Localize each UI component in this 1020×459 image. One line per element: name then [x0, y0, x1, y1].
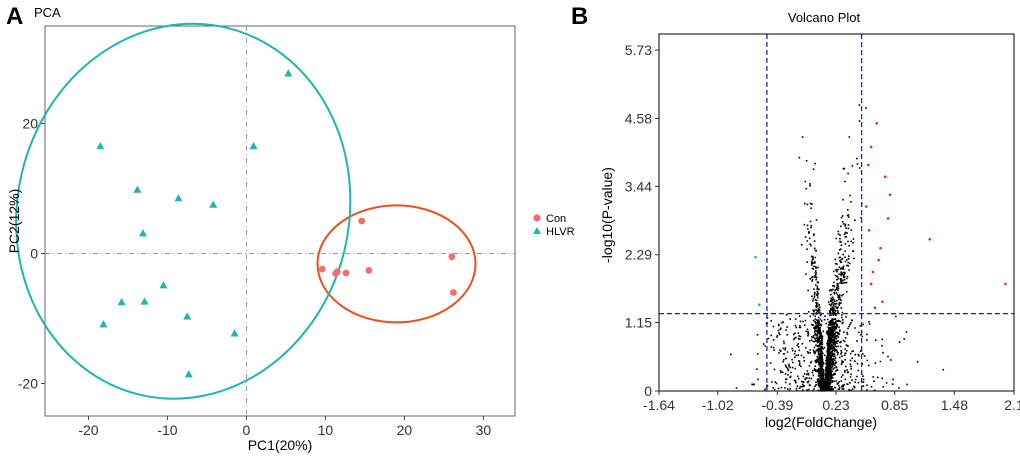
volcano-point-up [883, 175, 887, 179]
pca-y-tick-label: 20 [22, 116, 38, 132]
volcano-point-up [928, 237, 932, 241]
pca-point-hlvr [284, 69, 293, 77]
volcano-x-tick-label: 1.48 [941, 397, 968, 413]
volcano-point-up [871, 270, 875, 274]
volcano-x-axis-label: log2(FoldChange) [765, 414, 877, 430]
volcano-point-up [1004, 282, 1007, 286]
pca-y-tick-label: -20 [18, 376, 38, 392]
pca-point-hlvr [184, 370, 193, 378]
volcano-point-up [888, 193, 892, 196]
pca-points [96, 69, 457, 378]
pca-point-hlvr [140, 297, 149, 305]
volcano-point-up [865, 205, 868, 208]
pca-y-axis-label: PC2(12%) [6, 189, 22, 254]
volcano-y-tick-label: 4.58 [625, 110, 652, 126]
volcano-y-tick-label: 0 [644, 383, 652, 399]
pca-point-con [342, 269, 350, 277]
volcano-y-tick-label: 3.44 [625, 178, 652, 194]
volcano-point-up [886, 217, 890, 220]
pca-x-axis: -20 -10 0 10 20 30 [78, 416, 491, 438]
legend-marker-con [533, 214, 541, 222]
volcano-x-tick-label: -1.64 [643, 397, 675, 413]
volcano-panel-letter: B [571, 3, 588, 30]
legend-label-con: Con [546, 213, 566, 225]
pca-x-axis-label: PC1(20%) [248, 437, 313, 453]
volcano-x-tick-label: 2.1 [1004, 397, 1020, 413]
volcano-threshold-lines [659, 34, 1014, 391]
volcano-y-axis-label: -log10(P-value) [599, 167, 615, 263]
pca-point-hlvr [183, 312, 192, 320]
volcano-title: Volcano Plot [788, 10, 861, 25]
pca-point-con [358, 217, 366, 225]
pca-point-con [318, 265, 326, 273]
pca-point-hlvr [138, 229, 147, 237]
volcano-x-tick-label: 0.85 [881, 397, 908, 413]
volcano-bulk-points [730, 104, 945, 392]
pca-point-hlvr [99, 320, 108, 328]
volcano-x-tick-label: -0.39 [761, 397, 793, 413]
pca-point-hlvr [133, 185, 142, 193]
pca-reference-lines [45, 26, 515, 416]
volcano-y-tick-label: 5.73 [625, 42, 652, 58]
pca-x-tick-label: 10 [318, 422, 334, 438]
pca-point-con [449, 289, 457, 296]
legend-label-hlvr: HLVR [546, 226, 575, 238]
ellipse-hlvr [15, 22, 352, 400]
volcano-point-up [866, 163, 870, 167]
pca-panel-letter: A [6, 3, 23, 30]
volcano-panel: B Volcano Plot -1.64 -1.02 -0.39 0.23 0.85 1.… [571, 3, 1020, 430]
pca-point-hlvr [96, 142, 105, 150]
pca-x-tick-label: 0 [243, 422, 251, 438]
legend-marker-hlvr [533, 227, 541, 234]
volcano-point-up [867, 229, 871, 232]
pca-point-hlvr [209, 200, 218, 208]
pca-plot-frame [44, 25, 516, 417]
pca-ellipses [15, 22, 477, 400]
volcano-point-up [879, 246, 882, 250]
pca-x-tick-label: 30 [476, 422, 492, 438]
pca-point-con [448, 253, 456, 261]
volcano-x-tick-label: 0.23 [822, 397, 849, 413]
pca-legend: Con HLVR [533, 213, 575, 238]
volcano-x-axis: -1.64 -1.02 -0.39 0.23 0.85 1.48 2.1 [643, 391, 1020, 413]
pca-point-hlvr [117, 298, 126, 306]
volcano-point-down [754, 255, 757, 259]
pca-y-tick-label: 0 [30, 246, 38, 262]
pca-title: PCA [34, 5, 61, 20]
volcano-y-axis: 0 1.15 2.29 3.44 4.58 5.73 [625, 42, 659, 399]
pca-point-hlvr [249, 142, 258, 150]
volcano-point-up [869, 145, 873, 149]
volcano-point-up [875, 121, 879, 125]
volcano-point-up [873, 306, 877, 310]
volcano-point-up [869, 282, 873, 286]
volcano-point-up [877, 258, 880, 262]
pca-point-con [365, 267, 373, 274]
pca-x-tick-label: 20 [397, 422, 413, 438]
pca-point-hlvr [159, 281, 168, 289]
pca-point-hlvr [230, 329, 239, 337]
pca-point-hlvr [174, 194, 183, 202]
volcano-point-up [881, 300, 884, 304]
ellipse-con [316, 204, 477, 324]
volcano-significant-points [754, 121, 1007, 310]
volcano-y-tick-label: 1.15 [625, 315, 652, 331]
volcano-bulk-point-cloud [730, 104, 945, 392]
volcano-y-tick-label: 2.29 [625, 247, 652, 263]
pca-point-con [333, 268, 341, 276]
volcano-point-down [758, 303, 761, 307]
pca-panel: A PCA -20 -10 0 10 20 30 -20 0 20 PC1(20%) PC2(… [6, 3, 575, 453]
pca-x-tick-label: -20 [78, 422, 98, 438]
pca-y-axis: -20 0 20 [18, 116, 45, 392]
volcano-x-tick-label: -1.02 [702, 397, 734, 413]
pca-x-tick-label: -10 [157, 422, 177, 438]
